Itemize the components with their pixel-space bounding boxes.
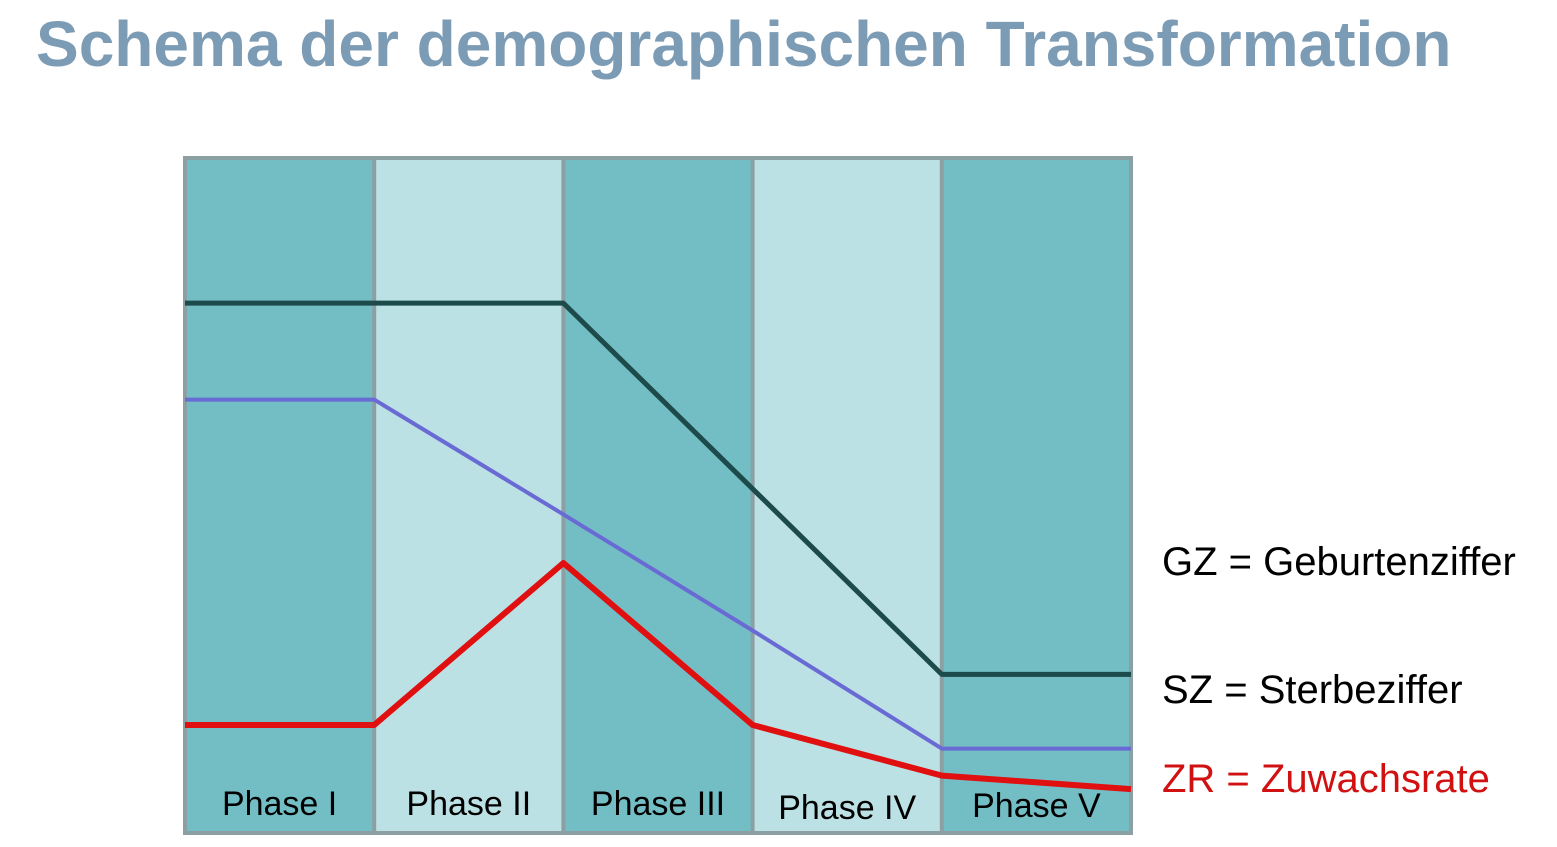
phase-label-2: Phase II (406, 785, 531, 823)
phase-label-4: Phase IV (778, 789, 916, 827)
gz-curve (185, 300, 1131, 677)
phase-bands (185, 158, 1131, 833)
phase-dividers (372, 158, 944, 833)
diagram-frame (183, 156, 1133, 835)
phase-band-1 (185, 158, 375, 833)
zr-legend-label: ZR = Zuwachsrate (1162, 757, 1490, 801)
gz-legend-label: GZ = Geburtenziffer (1162, 540, 1516, 584)
phase-band-4 (752, 158, 942, 833)
curves (185, 300, 1132, 793)
sz-legend-label: SZ = Sterbeziffer (1162, 668, 1463, 712)
sz-curve (185, 397, 1131, 751)
phase-label-5: Phase V (972, 787, 1101, 825)
zr-curve (185, 560, 1132, 793)
phase-label-1: Phase I (222, 785, 337, 823)
page-title: Schema der demographischen Transformatio… (36, 8, 1452, 80)
phase-label-3: Phase III (591, 785, 725, 823)
phase-labels: Phase I Phase II Phase III Phase IV Phase V (222, 785, 1101, 827)
phase-band-5 (941, 158, 1131, 833)
legend: GZ = Geburtenziffer SZ = Sterbeziffer ZR =… (1162, 540, 1516, 801)
phase-band-3 (563, 158, 753, 833)
